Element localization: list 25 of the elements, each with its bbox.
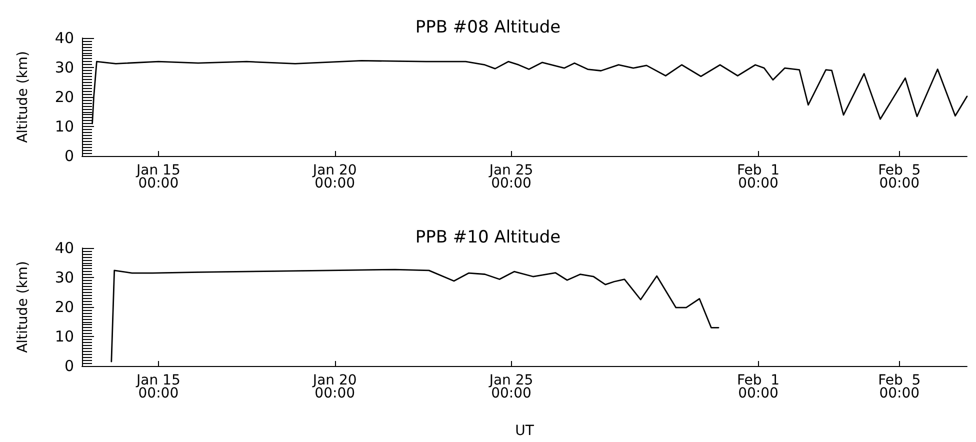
x-tick-label: Feb 1 00:00	[736, 372, 780, 402]
y-axis-title: Altitude (km)	[15, 51, 31, 143]
y-tick-label: 30	[54, 268, 74, 286]
y-axis-title: Altitude (km)	[15, 261, 31, 353]
x-tick-label: Jan 20 00:00	[312, 162, 357, 192]
x-tick-label: Feb 5 00:00	[878, 162, 921, 192]
x-tick-label: Jan 25 00:00	[488, 372, 534, 402]
chart-title: PPB #10 Altitude	[415, 228, 561, 248]
x-tick-label: Feb 5 00:00	[878, 372, 921, 402]
x-tick-label: Feb 1 00:00	[736, 162, 780, 192]
y-tick-label: 10	[54, 328, 74, 346]
y-tick-label: 20	[54, 88, 74, 106]
y-tick-label: 10	[54, 118, 74, 136]
y-tick-label: 0	[64, 147, 74, 165]
x-axis-title: UT	[515, 423, 534, 439]
y-tick-label: 40	[54, 29, 74, 47]
y-tick-label: 40	[54, 239, 74, 257]
y-tick-label: 20	[54, 298, 74, 316]
x-tick-label: Jan 20 00:00	[312, 372, 357, 402]
x-tick-label: Jan 25 00:00	[488, 162, 534, 192]
y-tick-label: 0	[64, 357, 74, 375]
x-tick-label: Jan 15 00:00	[136, 162, 180, 192]
y-tick-label: 30	[54, 58, 74, 76]
chart-title: PPB #08 Altitude	[415, 18, 561, 38]
x-tick-label: Jan 15 00:00	[136, 372, 180, 402]
